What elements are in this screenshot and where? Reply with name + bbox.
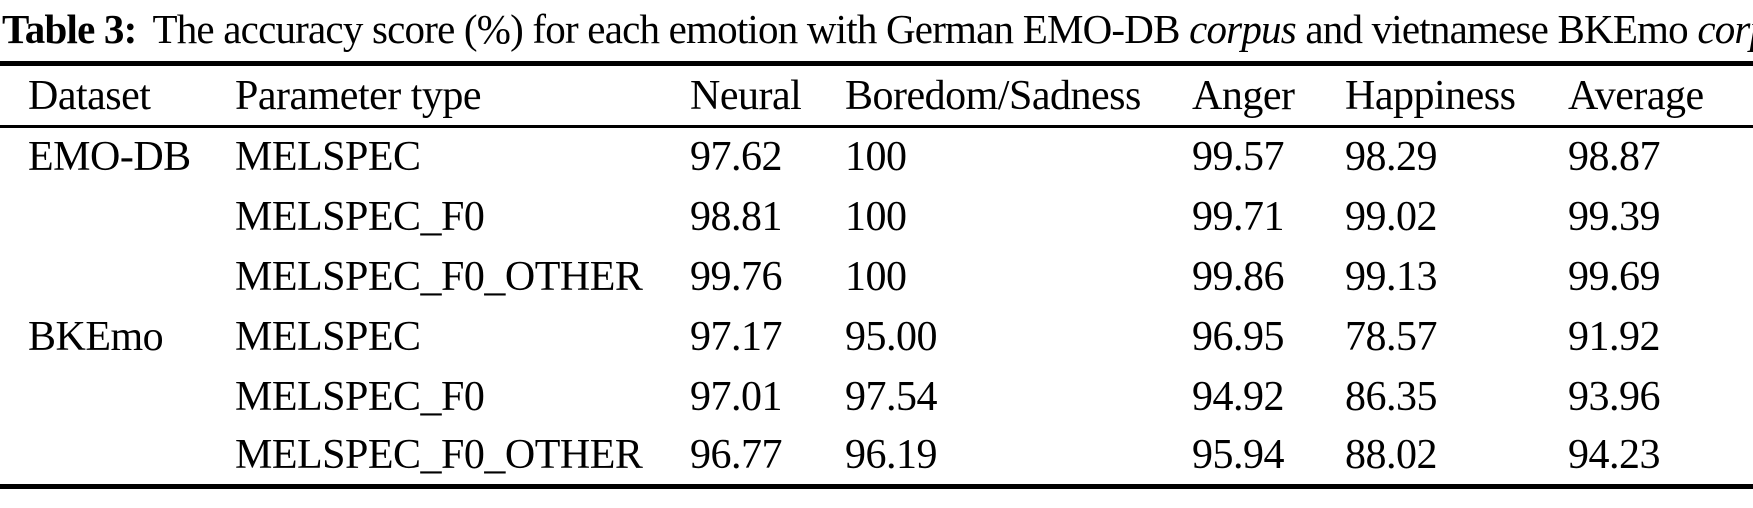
- cell-neural: 99.76: [690, 253, 783, 300]
- cell-average: 93.96: [1568, 373, 1661, 420]
- cell-anger: 94.92: [1192, 373, 1285, 420]
- table-row: MELSPEC_F0 98.81 100 99.71 99.02 99.39: [0, 187, 1753, 247]
- cell-parameter-type: MELSPEC_F0: [235, 373, 485, 420]
- cell-boredom-sadness: 100: [845, 134, 907, 181]
- cell-happiness: 99.02: [1345, 193, 1438, 240]
- cell-anger: 99.86: [1192, 253, 1285, 300]
- cell-parameter-type: MELSPEC: [235, 313, 421, 360]
- cell-neural: 96.77: [690, 432, 783, 479]
- cell-boredom-sadness: 100: [845, 253, 907, 300]
- cell-happiness: 98.29: [1345, 134, 1438, 181]
- cell-average: 98.87: [1568, 134, 1661, 181]
- column-header-parameter-type: Parameter type: [235, 72, 482, 119]
- cell-dataset: EMO-DB: [28, 134, 191, 181]
- cell-dataset: [0, 247, 235, 307]
- table-row: EMO-DB MELSPEC 97.62 100 99.57 98.29 98.…: [0, 127, 1753, 187]
- table-caption: Table 3: The accuracy score (%) for each …: [0, 0, 1753, 61]
- cell-average: 91.92: [1568, 313, 1661, 360]
- cell-average: 99.69: [1568, 253, 1661, 300]
- header-row: Dataset Parameter type Neural Boredom/Sa…: [0, 64, 1753, 127]
- cell-parameter-type: MELSPEC: [235, 134, 421, 181]
- cell-anger: 95.94: [1192, 432, 1285, 479]
- cell-parameter-type: MELSPEC_F0: [235, 193, 485, 240]
- cell-neural: 97.01: [690, 373, 783, 420]
- cell-neural: 97.17: [690, 313, 783, 360]
- column-header-happiness: Happiness: [1345, 72, 1516, 119]
- cell-neural: 97.62: [690, 134, 783, 181]
- cell-average: 99.39: [1568, 193, 1661, 240]
- cell-anger: 99.71: [1192, 193, 1285, 240]
- caption-corpus-italic-1: corpus: [1189, 6, 1297, 52]
- cell-happiness: 88.02: [1345, 432, 1438, 479]
- cell-happiness: 86.35: [1345, 373, 1438, 420]
- cell-parameter-type: MELSPEC_F0_OTHER: [235, 253, 643, 300]
- cell-average: 94.23: [1568, 432, 1661, 479]
- table-row: MELSPEC_F0_OTHER 96.77 96.19 95.94 88.02…: [0, 427, 1753, 487]
- caption-text-2: and vietnamese BKEmo: [1305, 6, 1688, 52]
- cell-dataset: [0, 187, 235, 247]
- cell-dataset: BKEmo: [28, 313, 164, 360]
- cell-neural: 98.81: [690, 193, 783, 240]
- column-header-boredom-sadness: Boredom/Sadness: [845, 72, 1141, 119]
- cell-anger: 96.95: [1192, 313, 1285, 360]
- column-header-neural: Neural: [690, 72, 802, 119]
- caption-text-1: The accuracy score (%) for each emotion …: [152, 6, 1180, 52]
- cell-anger: 99.57: [1192, 134, 1285, 181]
- table-row: MELSPEC_F0 97.01 97.54 94.92 86.35 93.96: [0, 367, 1753, 427]
- caption-label: Table 3:: [2, 6, 137, 52]
- cell-boredom-sadness: 95.00: [845, 313, 938, 360]
- column-header-average: Average: [1568, 72, 1704, 119]
- table-row: BKEmo MELSPEC 97.17 95.00 96.95 78.57 91…: [0, 307, 1753, 367]
- cell-dataset: [0, 427, 235, 487]
- cell-happiness: 78.57: [1345, 313, 1438, 360]
- cell-boredom-sadness: 100: [845, 193, 907, 240]
- column-header-dataset: Dataset: [28, 72, 151, 119]
- cell-parameter-type: MELSPEC_F0_OTHER: [235, 432, 643, 479]
- accuracy-table: Dataset Parameter type Neural Boredom/Sa…: [0, 61, 1753, 489]
- cell-dataset: [0, 367, 235, 427]
- table-row: MELSPEC_F0_OTHER 99.76 100 99.86 99.13 9…: [0, 247, 1753, 307]
- cell-boredom-sadness: 96.19: [845, 432, 938, 479]
- cell-happiness: 99.13: [1345, 253, 1438, 300]
- cell-boredom-sadness: 97.54: [845, 373, 938, 420]
- caption-corpus-italic-2: corpus: [1697, 6, 1753, 52]
- column-header-anger: Anger: [1192, 72, 1295, 119]
